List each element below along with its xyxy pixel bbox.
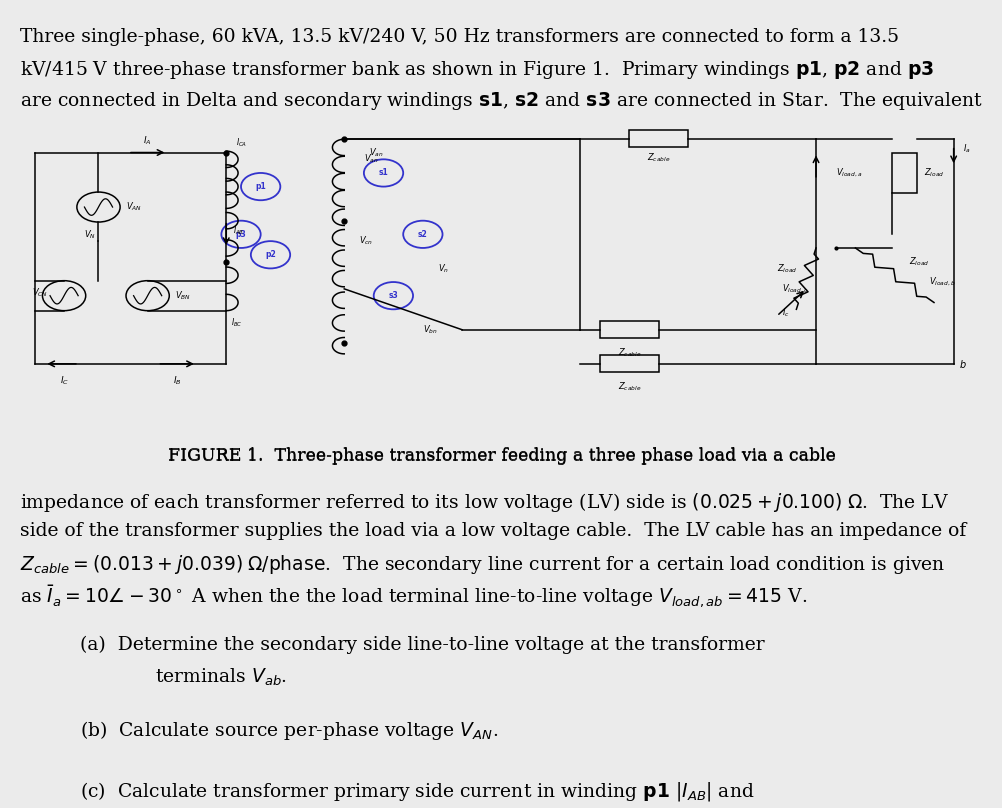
Text: s3: s3	[388, 291, 398, 301]
Text: p1: p1	[256, 182, 266, 191]
Bar	[599, 356, 658, 372]
Text: $I_{AB}$: $I_{AB}$	[232, 225, 244, 238]
Text: $Z_{cable}$: $Z_{cable}$	[617, 347, 640, 360]
Text: $b$: $b$	[958, 358, 965, 370]
Text: $Z_{cable}$: $Z_{cable}$	[646, 151, 669, 164]
Text: $I_B$: $I_B$	[172, 374, 181, 386]
Bar	[599, 322, 658, 339]
Text: as $\bar{I}_a = 10\angle-30^\circ$ A when the the load terminal line-to-line vol: as $\bar{I}_a = 10\angle-30^\circ$ A whe…	[20, 583, 807, 609]
Text: $V_{an}$: $V_{an}$	[364, 153, 378, 165]
Text: terminals $V_{ab}$.: terminals $V_{ab}$.	[155, 667, 288, 688]
Bar	[892, 153, 916, 193]
Text: (c)  Calculate transformer primary side current in winding $\mathbf{p1}$ $|I_{AB: (c) Calculate transformer primary side c…	[80, 780, 754, 803]
Text: $V_{load,c}$: $V_{load,c}$	[781, 283, 808, 295]
Text: $Z_{cable} = (0.013 + j0.039)\;\Omega/\mathrm{phase}$.  The secondary line curre: $Z_{cable} = (0.013 + j0.039)\;\Omega/\m…	[20, 553, 944, 576]
Text: $V_{BN}$: $V_{BN}$	[175, 289, 191, 302]
Text: $Z_{load}$: $Z_{load}$	[923, 166, 944, 179]
Text: (b)  Calculate source per-phase voltage $V_{AN}$.: (b) Calculate source per-phase voltage $…	[80, 718, 498, 742]
Text: $V_N$: $V_N$	[84, 228, 95, 241]
Text: p3: p3	[235, 229, 246, 239]
Text: $Z_{cable}$: $Z_{cable}$	[617, 381, 640, 393]
Text: FIGURE 1.  Three-phase transformer feeding a three phase load via a cable: FIGURE 1. Three-phase transformer feedin…	[167, 447, 835, 464]
Text: are connected in Delta and secondary windings $\mathbf{s1}$, $\mathbf{s2}$ and $: are connected in Delta and secondary win…	[20, 90, 982, 112]
Text: (a)  Determine the secondary side line-to-line voltage at the transformer: (a) Determine the secondary side line-to…	[80, 636, 765, 654]
Text: impedance of each transformer referred to its low voltage (LV) side is $(0.025 +: impedance of each transformer referred t…	[20, 491, 948, 515]
Text: $V_{load,a}$: $V_{load,a}$	[835, 166, 862, 179]
Text: $I_{BC}$: $I_{BC}$	[230, 317, 242, 329]
Text: $I_{CA}$: $I_{CA}$	[235, 137, 247, 149]
Text: s2: s2	[418, 229, 427, 239]
Text: kV/415 V three-phase transformer bank as shown in Figure 1.  Primary windings $\: kV/415 V three-phase transformer bank as…	[20, 59, 933, 81]
Text: $I_a$: $I_a$	[963, 143, 970, 155]
Text: FIGURE 1.  Three-phase transformer feeding a three phase load via a cable: FIGURE 1. Three-phase transformer feedin…	[167, 448, 835, 465]
Text: $V_{cn}$: $V_{cn}$	[359, 235, 373, 247]
Bar	[628, 130, 687, 147]
Text: $I_c$: $I_c$	[781, 306, 789, 319]
Text: side of the transformer supplies the load via a low voltage cable.  The LV cable: side of the transformer supplies the loa…	[20, 522, 965, 540]
Text: s1: s1	[379, 168, 388, 178]
Text: $V_{an}$: $V_{an}$	[369, 146, 383, 158]
Text: $I_C$: $I_C$	[59, 374, 68, 386]
Text: $V_{AN}$: $V_{AN}$	[126, 201, 142, 213]
Text: $Z_{load}$: $Z_{load}$	[909, 255, 929, 267]
Text: $V_{CN}$: $V_{CN}$	[32, 286, 48, 298]
Text: $V_{bn}$: $V_{bn}$	[423, 323, 437, 336]
Text: Three single-phase, 60 kVA, 13.5 kV/240 V, 50 Hz transformers are connected to f: Three single-phase, 60 kVA, 13.5 kV/240 …	[20, 28, 898, 46]
Text: $Z_{load}$: $Z_{load}$	[776, 262, 797, 275]
Text: $I_A$: $I_A$	[143, 135, 151, 147]
Text: $V_n$: $V_n$	[437, 262, 448, 275]
Text: p2: p2	[265, 250, 276, 259]
Text: $V_{load,b}$: $V_{load,b}$	[928, 276, 955, 288]
